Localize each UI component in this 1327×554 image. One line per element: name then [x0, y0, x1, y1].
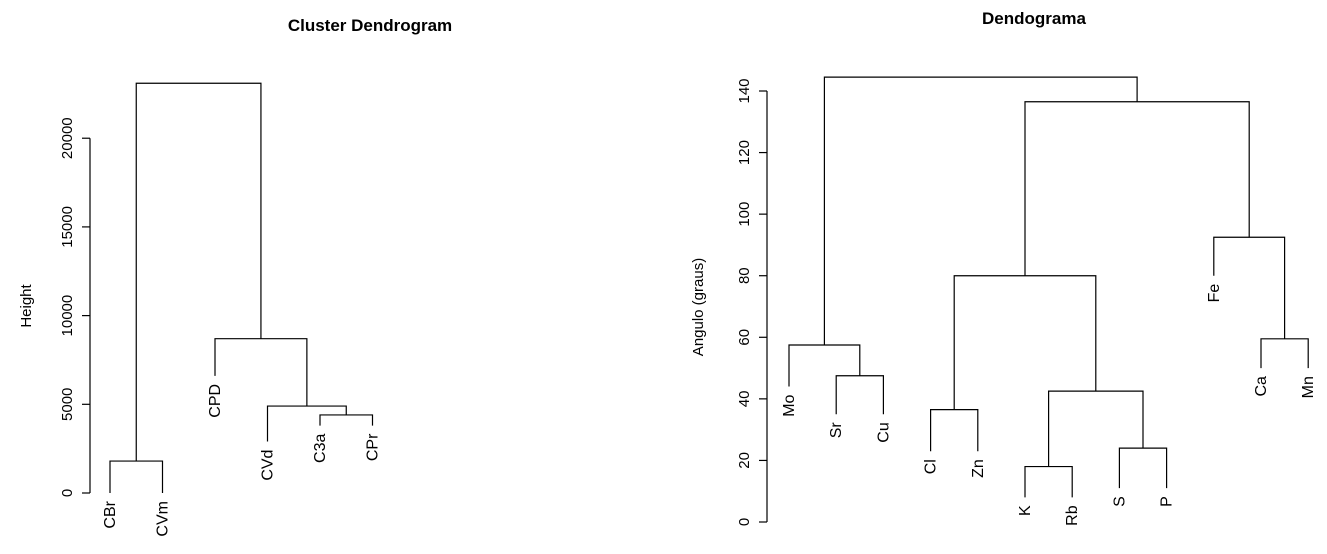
leaf-labels: CBr CVm CPD CVd C3a CPr — [102, 384, 382, 537]
y-axis: 0 20 40 60 80 100 120 140 — [736, 78, 768, 526]
leaf-label: Rb — [1064, 505, 1081, 526]
y-axis: 0 5000 10000 15000 20000 — [59, 117, 91, 497]
y-tick-label: 15000 — [59, 206, 76, 248]
y-tick-label: 60 — [736, 329, 753, 346]
y-axis-label: Height — [18, 283, 35, 327]
y-axis-label: Angulo (graus) — [690, 258, 707, 356]
dendrogram-merge-branch — [1024, 465, 1073, 498]
dendrogram-merge-branch — [788, 344, 861, 387]
dendograma-panel: Dendograma Angulo (graus) 0 20 40 60 80 100 12… — [690, 9, 1317, 526]
leaf-label: CPr — [365, 433, 382, 461]
dendrogram-merge-branch — [266, 405, 347, 442]
dendrogram-merge-branch — [953, 275, 1097, 410]
y-tick-label: 10000 — [59, 295, 76, 337]
leaf-label: Ca — [1253, 376, 1270, 397]
dendrogram-merge-branch — [135, 82, 262, 462]
dendrogram-merge-branch — [1048, 390, 1144, 467]
leaf-label: C3a — [312, 433, 329, 462]
leaf-label: Zn — [970, 459, 987, 478]
leaf-label: Sr — [828, 422, 845, 439]
y-tick-label: 140 — [736, 78, 753, 103]
y-tick-label: 20000 — [59, 117, 76, 159]
y-tick-label: 0 — [59, 489, 76, 497]
leaf-label: Cu — [875, 422, 892, 442]
leaf-label: Mo — [781, 394, 798, 416]
dendrogram-merge-branch — [1260, 338, 1309, 369]
dendrogram-merge-branch — [930, 409, 979, 452]
leaf-label: CVm — [155, 501, 172, 537]
dendrogram-branches — [788, 76, 1309, 498]
dendrogram-merge-branch — [214, 338, 308, 407]
dendrogram-merge-branch — [319, 414, 374, 426]
leaf-labels: Mo Sr Cu Cl Zn K Rb S P Fe Ca Mn — [781, 284, 1317, 526]
y-tick-label: 5000 — [59, 388, 76, 421]
leaf-label: CBr — [102, 500, 119, 528]
dendrogram-merge-branch — [1118, 447, 1168, 489]
leaf-label: CVd — [260, 450, 277, 481]
y-tick-label: 0 — [736, 518, 753, 526]
dendrogram-merge-branch — [823, 76, 1138, 345]
leaf-label: CPD — [207, 384, 224, 418]
y-tick-label: 20 — [736, 452, 753, 469]
leaf-label: S — [1111, 496, 1128, 507]
leaf-label: Mn — [1300, 376, 1317, 398]
y-tick-label: 120 — [736, 140, 753, 165]
dendrogram-merge-branch — [1024, 101, 1250, 276]
dendrogram-merge-branch — [835, 375, 884, 415]
leaf-label: Fe — [1206, 284, 1223, 303]
leaf-label: K — [1017, 505, 1034, 516]
dendrogram-merge-branch — [109, 460, 164, 493]
y-tick-label: 40 — [736, 391, 753, 408]
dendrogram-merge-branch — [1213, 236, 1286, 339]
leaf-label: P — [1159, 496, 1176, 507]
y-tick-label: 100 — [736, 202, 753, 227]
y-tick-label: 80 — [736, 267, 753, 284]
leaf-label: Cl — [923, 459, 940, 474]
chart-title: Dendograma — [982, 9, 1086, 28]
dendrogram-branches — [109, 82, 374, 493]
chart-title: Cluster Dendrogram — [288, 16, 452, 35]
cluster-dendrogram-panel: Cluster Dendrogram Height 0 5000 10000 1500… — [18, 16, 452, 537]
